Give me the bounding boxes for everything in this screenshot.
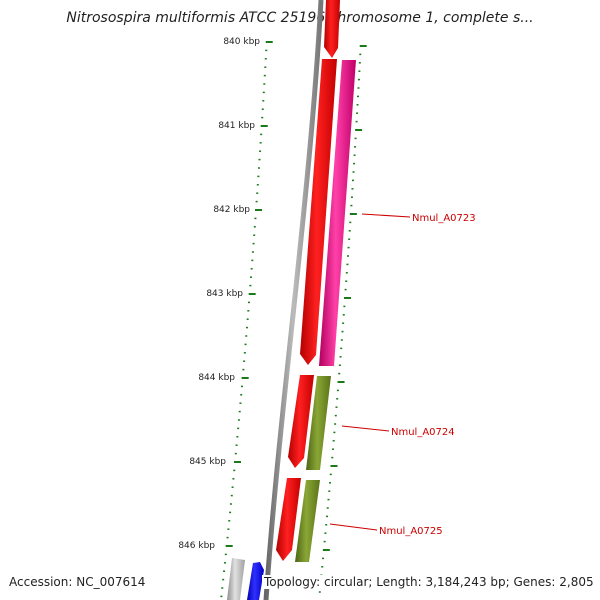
scale-label: 844 kbp xyxy=(198,373,235,383)
map-title: Nitrosospira multiformis ATCC 25196 chro… xyxy=(66,10,534,26)
cds-arrow[interactable] xyxy=(276,478,301,561)
scale-label: 840 kbp xyxy=(223,37,260,47)
cds-arrow[interactable] xyxy=(288,375,314,468)
genome-summary-text: Topology: circular; Length: 3,184,243 bp… xyxy=(262,575,594,589)
gene-label[interactable]: Nmul_A0725 xyxy=(379,526,443,537)
scale-label: 846 kbp xyxy=(178,541,215,551)
gene-Nmul_A0723-arrow[interactable] xyxy=(319,60,356,366)
scale-label: 845 kbp xyxy=(189,457,226,467)
cds-arrow[interactable] xyxy=(300,59,337,365)
cds-arrow[interactable] xyxy=(324,0,340,58)
label-line xyxy=(329,523,378,531)
gene-label[interactable]: Nmul_A0723 xyxy=(412,213,476,224)
gene-Nmul_A0725-arrow[interactable] xyxy=(295,480,320,562)
scale-label: 843 kbp xyxy=(206,289,243,299)
scale-label: 842 kbp xyxy=(213,205,250,215)
gene-Nmul_A0724-arrow[interactable] xyxy=(306,376,331,470)
cds-arrow-blue[interactable] xyxy=(247,562,264,600)
scale-label: 841 kbp xyxy=(218,121,255,131)
label-line xyxy=(341,425,390,432)
label-line xyxy=(361,213,411,218)
accession-text: Accession: NC_007614 xyxy=(9,575,146,589)
chromosome-backbone xyxy=(263,0,324,600)
gene-label[interactable]: Nmul_A0724 xyxy=(391,427,455,438)
cds-arrow-gray[interactable] xyxy=(227,558,245,600)
outer-scale-ticks xyxy=(220,41,273,598)
